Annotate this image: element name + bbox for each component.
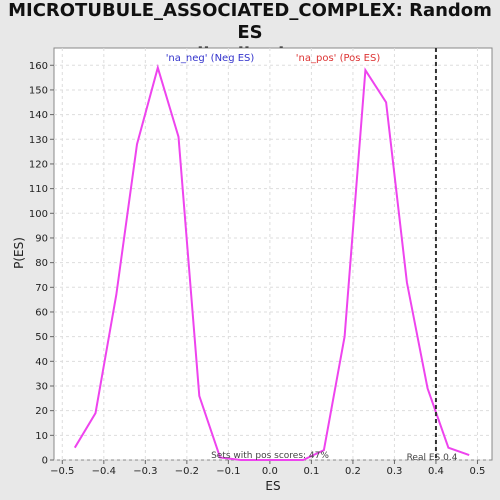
- y-axis-label: P(ES): [12, 237, 26, 269]
- y-tick-label: 0: [42, 456, 48, 467]
- x-tick-label: −0.3: [133, 466, 157, 477]
- x-tick-label: 0.5: [470, 466, 486, 477]
- y-tick-label: 60: [35, 307, 48, 318]
- pos-scores-annotation: Sets with pos scores: 47%: [211, 451, 329, 461]
- x-tick-label: −0.1: [216, 466, 240, 477]
- legend-neg-es: 'na_neg' (Neg ES): [166, 53, 255, 64]
- x-tick-label: 0.3: [386, 466, 402, 477]
- x-axis-ticks: −0.5 −0.4 −0.3 −0.2 −0.1 0.0 0.1 0.2 0.3 0.4 0.5: [50, 460, 485, 477]
- y-tick-label: 120: [29, 159, 48, 170]
- y-tick-label: 150: [29, 85, 48, 96]
- y-tick-label: 130: [29, 135, 48, 146]
- x-tick-label: −0.2: [175, 466, 199, 477]
- y-tick-label: 110: [29, 184, 48, 195]
- es-distribution-line: [73, 64, 470, 461]
- chart-title-line1: MICROTUBULE_ASSOCIATED_COMPLEX: Random E…: [8, 0, 492, 43]
- plot-area: [53, 47, 493, 461]
- y-tick-label: 40: [35, 357, 48, 368]
- y-tick-label: 80: [35, 258, 48, 269]
- x-axis-label: ES: [265, 479, 280, 493]
- y-tick-label: 100: [29, 209, 48, 220]
- y-tick-label: 30: [35, 381, 48, 392]
- y-axis-ticks: 0 10 20 30 40 50 60 70 80 90 100 110 120 130 140 150 160: [29, 61, 54, 467]
- real-es-annotation: Real ES 0.4: [407, 453, 458, 463]
- y-tick-label: 10: [35, 431, 48, 442]
- y-tick-label: 90: [35, 233, 48, 244]
- x-tick-label: 0.0: [262, 466, 278, 477]
- y-tick-label: 50: [35, 332, 48, 343]
- y-tick-label: 20: [35, 406, 48, 417]
- x-tick-label: 0.2: [345, 466, 361, 477]
- y-tick-label: 160: [29, 61, 48, 72]
- y-tick-label: 70: [35, 283, 48, 294]
- x-tick-label: −0.5: [50, 466, 74, 477]
- y-tick-label: 140: [29, 110, 48, 121]
- x-tick-label: −0.4: [92, 466, 116, 477]
- legend-pos-es: 'na_pos' (Pos ES): [296, 53, 381, 64]
- x-tick-label: 0.4: [428, 466, 444, 477]
- x-tick-label: 0.1: [303, 466, 319, 477]
